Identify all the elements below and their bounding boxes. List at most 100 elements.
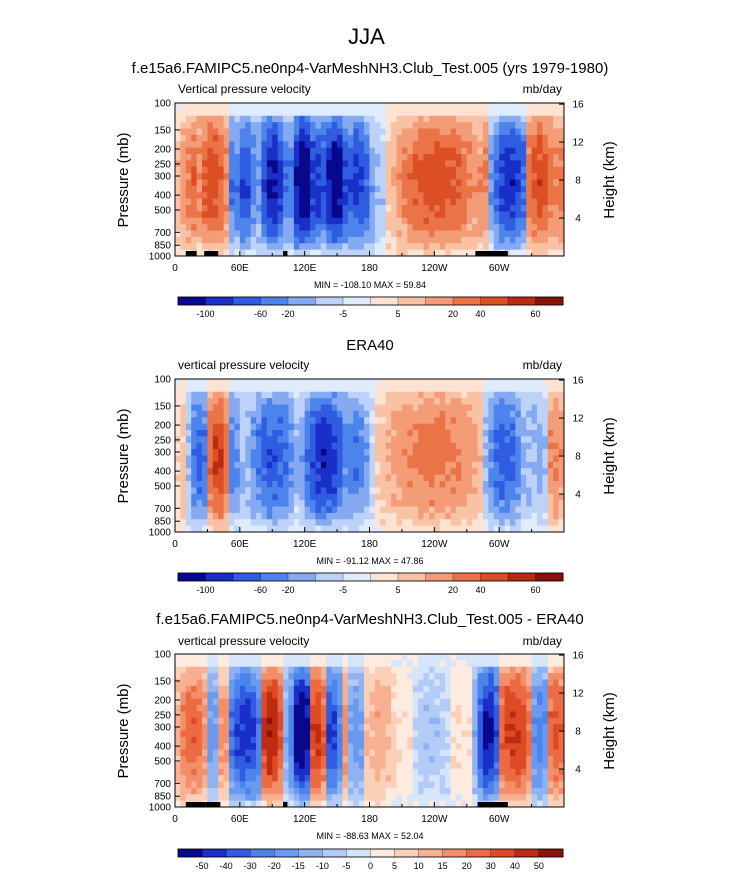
field-cell xyxy=(180,519,187,527)
field-cell xyxy=(509,179,516,187)
field-cell xyxy=(229,743,235,751)
field-cell xyxy=(553,224,559,231)
field-cell xyxy=(191,654,198,661)
field-cell xyxy=(266,141,273,149)
field-cell xyxy=(239,192,246,200)
field-cell xyxy=(493,481,500,488)
field-cell xyxy=(223,736,230,744)
field-cell xyxy=(342,192,349,200)
field-cell xyxy=(342,730,349,738)
field-cell xyxy=(250,468,257,476)
field-cell xyxy=(374,173,381,180)
field-cell xyxy=(245,134,252,142)
field-cell xyxy=(310,122,316,129)
field-cell xyxy=(466,430,473,437)
field-cell xyxy=(547,442,554,450)
field-cell xyxy=(223,109,230,117)
field-cell xyxy=(401,794,408,802)
field-cell xyxy=(347,141,354,149)
field-cell xyxy=(558,449,565,456)
field-cell xyxy=(450,192,457,200)
field-cell xyxy=(310,198,316,206)
field-cell xyxy=(234,455,241,463)
field-cell xyxy=(299,109,306,117)
colorbar-swatch xyxy=(287,296,316,306)
field-cell xyxy=(401,179,408,187)
field-cell xyxy=(477,474,484,482)
field-cell xyxy=(488,109,495,117)
field-cell xyxy=(223,474,230,482)
field-cell xyxy=(180,666,187,674)
field-cell xyxy=(401,147,408,155)
field-cell xyxy=(385,103,392,110)
field-cell xyxy=(380,436,387,444)
field-cell xyxy=(353,417,360,425)
field-cell xyxy=(277,487,284,495)
field-cell xyxy=(331,391,338,399)
field-cell xyxy=(558,141,565,149)
field-cell xyxy=(185,109,192,117)
field-cell xyxy=(277,173,284,180)
field-cell xyxy=(472,673,478,680)
field-cell xyxy=(531,474,538,482)
field-cell xyxy=(364,666,370,674)
field-cell xyxy=(293,173,300,180)
field-cell xyxy=(385,173,392,180)
field-cell xyxy=(434,487,441,495)
field-cell xyxy=(412,192,419,200)
field-cell xyxy=(261,134,268,142)
y-tick-label: 700 xyxy=(154,504,171,515)
field-cell xyxy=(272,500,279,507)
field-cell xyxy=(315,430,322,437)
field-cell xyxy=(396,436,403,444)
field-cell xyxy=(277,224,284,231)
field-cell xyxy=(202,468,208,476)
field-cell xyxy=(256,379,262,386)
field-cell xyxy=(396,500,403,507)
field-cell xyxy=(331,794,338,802)
field-cell xyxy=(261,660,268,668)
field-cell xyxy=(515,404,522,412)
field-cell xyxy=(347,230,354,238)
field-cell xyxy=(434,236,441,244)
field-cell xyxy=(385,660,392,668)
field-cell xyxy=(401,141,408,149)
field-cell xyxy=(283,115,289,123)
field-cell xyxy=(180,154,187,161)
field-cell xyxy=(320,724,327,731)
field-cell xyxy=(385,730,392,738)
colorbar-label: 60 xyxy=(530,309,540,319)
field-cell xyxy=(256,134,262,142)
field-cell xyxy=(515,525,522,533)
field-cell xyxy=(353,179,360,187)
field-cell xyxy=(380,487,387,495)
field-cell xyxy=(229,147,235,155)
field-cell xyxy=(423,743,430,751)
field-cell xyxy=(185,455,192,463)
field-cell xyxy=(439,173,446,180)
field-cell xyxy=(234,224,241,231)
field-cell xyxy=(261,217,268,225)
field-cell xyxy=(380,109,387,117)
field-cell xyxy=(293,160,300,168)
field-cell xyxy=(331,468,338,476)
field-cell xyxy=(428,449,435,456)
field-cell xyxy=(337,379,343,386)
field-cell xyxy=(266,449,273,456)
field-cell xyxy=(509,103,516,110)
field-cell xyxy=(434,756,441,763)
field-cell xyxy=(239,417,246,425)
field-cell xyxy=(380,404,387,412)
field-cell xyxy=(175,185,181,193)
field-cell xyxy=(320,500,327,507)
field-cell xyxy=(175,217,181,225)
field-cell xyxy=(455,660,462,668)
field-cell xyxy=(212,391,219,399)
colorbar-frame xyxy=(177,572,564,582)
field-cell xyxy=(477,379,484,386)
field-cell xyxy=(212,192,219,200)
field-cell xyxy=(212,423,219,431)
field-cell xyxy=(337,481,343,488)
field-cell xyxy=(391,461,397,469)
field-cell xyxy=(207,787,214,795)
